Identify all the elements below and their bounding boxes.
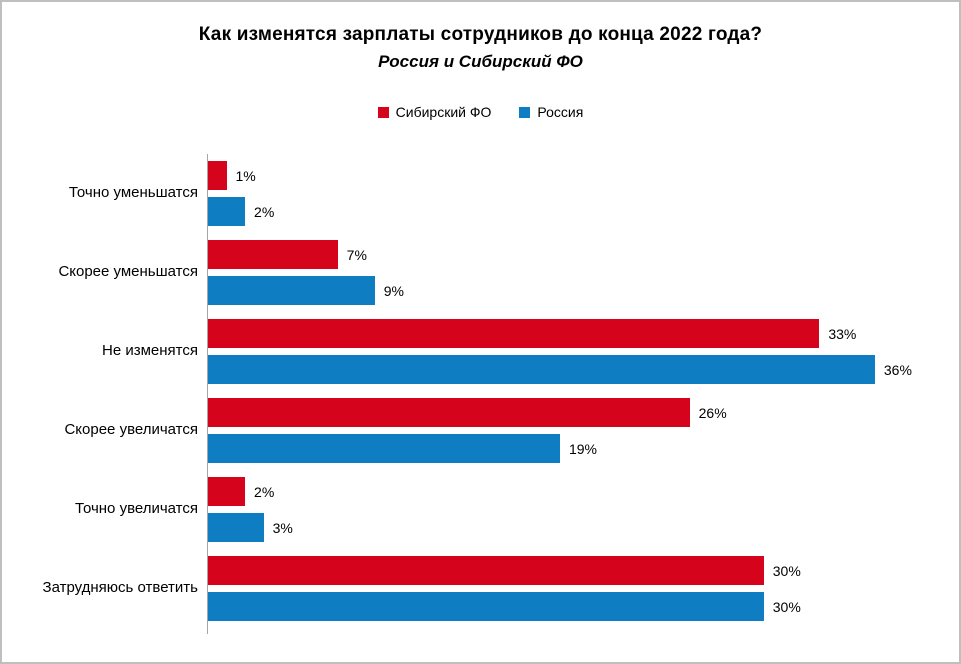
bar-group: 2% 3% [208,470,949,549]
bar-siberia [208,477,246,506]
bar-russia [208,592,764,621]
bar-row: 19% [208,434,949,463]
bar-row: 7% [208,240,949,269]
bar-row: 30% [208,592,949,621]
bar-siberia [208,240,338,269]
category-label: Не изменятся [102,342,198,360]
bar-siberia [208,161,227,190]
legend-swatch-russia [519,106,531,118]
bar-siberia [208,319,820,348]
value-label: 3% [272,519,293,536]
value-label: 30% [772,562,801,579]
bar-russia [208,355,875,384]
legend-item-russia: Россия [519,104,583,120]
chart-title: Как изменятся зарплаты сотрудников до ко… [198,24,763,45]
value-label: 26% [698,404,727,421]
bar-chart: Точно уменьшатся Скорее уменьшатся Не изме… [2,154,959,634]
bar-siberia [208,398,690,427]
bar-russia [208,513,264,542]
bar-group: 30% 30% [208,549,949,628]
value-label: 19% [568,440,597,457]
value-label: 2% [254,203,275,220]
value-label: 33% [828,325,857,342]
bar-row: 3% [208,513,949,542]
bar-group: 7% 9% [208,233,949,312]
bar-group: 1% 2% [208,154,949,233]
category-label: Точно увеличатся [74,500,198,518]
value-label: 1% [235,167,256,184]
legend-label-russia: Россия [537,104,584,120]
value-label: 7% [346,246,367,263]
bar-row: 33% [208,319,949,348]
bar-row: 30% [208,556,949,585]
value-label: 9% [383,282,404,299]
bar-row: 2% [208,477,949,506]
bar-row: 36% [208,355,949,384]
bar-russia [208,434,560,463]
bar-row: 1% [208,161,949,190]
bar-row: 2% [208,197,949,226]
legend-item-siberia: Сибирский ФО [377,104,492,120]
value-label: 30% [772,598,801,615]
bar-row: 9% [208,276,949,305]
value-label: 2% [254,483,275,500]
legend-swatch-siberia [377,106,389,118]
category-label: Затрудняюсь ответить [42,579,198,597]
chart-subtitle: Россия и Сибирский ФО [378,52,583,71]
legend: Сибирский ФО Россия [2,104,959,120]
category-axis: Точно уменьшатся Скорее уменьшатся Не изме… [2,154,207,634]
bar-group: 33% 36% [208,312,949,391]
bar-siberia [208,556,764,585]
category-label: Скорее уменьшатся [58,263,198,281]
category-label: Точно уменьшатся [68,184,198,202]
category-label: Скорее увеличатся [64,421,198,439]
legend-label-siberia: Сибирский ФО [395,104,492,120]
value-label: 36% [883,361,912,378]
bar-group: 26% 19% [208,391,949,470]
bar-russia [208,276,375,305]
plot-area: 1% 2% 7% 9% 33% 36% 26% 19% 2% 3% 30% 30% [207,154,949,634]
bar-russia [208,197,246,226]
bar-row: 26% [208,398,949,427]
